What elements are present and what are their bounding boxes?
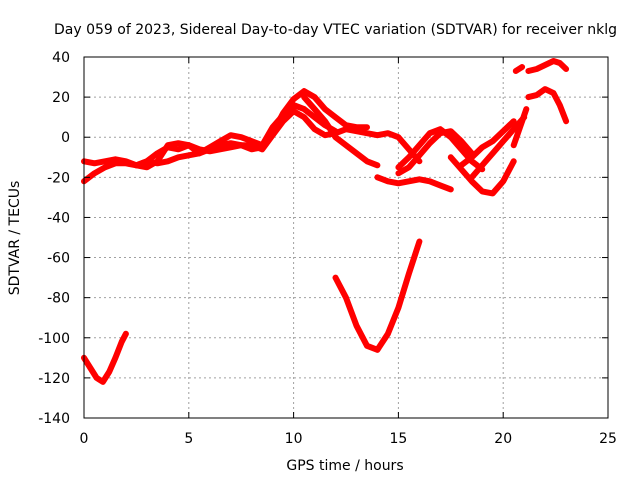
series-arc-10 [468,114,528,181]
plot-frame [83,56,609,419]
series-arc-12 [510,106,530,149]
series-arc-11 [458,118,517,169]
y-tick-label: -140 [38,411,70,427]
series-arc-9 [447,154,517,197]
y-tick-label: 0 [61,130,70,146]
x-ticks: 0 5 10 15 20 25 [80,57,617,447]
y-axis-label: SDTVAR / TECUs [7,181,23,296]
chart-title: Day 059 of 2023, Sidereal Day-to-day VTE… [54,22,617,38]
series-arc-13 [525,58,570,74]
x-tick-label: 20 [494,431,512,447]
y-tick-label: 20 [52,90,70,106]
series-layer [81,58,570,385]
series-arc-3 [81,102,339,169]
x-tick-label: 10 [285,431,303,447]
y-tick-label: -20 [47,170,70,186]
series-arc-7 [395,128,475,177]
x-tick-label: 0 [80,431,89,447]
y-tick-label: -120 [38,371,70,387]
series-arc-14 [525,86,570,125]
y-tick-label: -100 [38,331,70,347]
x-tick-label: 5 [184,431,193,447]
series-arc-16 [332,238,423,353]
y-tick-label: -60 [47,251,70,267]
y-tick-label: -80 [47,291,70,307]
series-arc-8 [374,174,454,193]
x-tick-label: 15 [389,431,407,447]
series-arc-15 [512,64,526,74]
x-tick-label: 25 [599,431,617,447]
grid [84,57,608,418]
y-ticks: 40 20 0 -20 -40 -60 -80 -100 -120 -140 [38,50,608,427]
series-arc-4 [133,108,423,171]
series-arc-5 [301,94,381,169]
y-tick-label: 40 [52,50,70,66]
series-arc-1 [81,330,129,385]
y-tick-label: -40 [47,210,70,226]
x-axis-label: GPS time / hours [286,458,403,474]
